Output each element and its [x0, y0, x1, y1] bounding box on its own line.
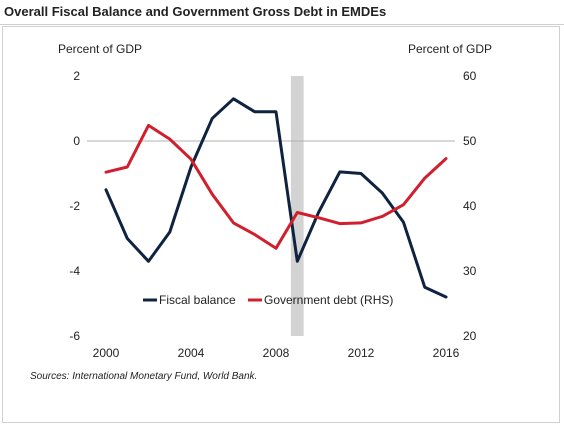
- y-tick-right: 60: [463, 69, 477, 83]
- legend: Fiscal balance Government debt (RHS): [143, 293, 393, 307]
- source-note: Sources: International Monetary Fund, Wo…: [30, 371, 258, 382]
- x-tick: 2004: [178, 346, 205, 360]
- title-divider: [0, 24, 564, 25]
- y-ticks-right: 60 50 40 30 20: [463, 69, 477, 343]
- x-tick: 2016: [433, 346, 460, 360]
- x-ticks: 2000 2004 2008 2012 2016: [93, 346, 460, 360]
- x-tick: 2000: [93, 346, 120, 360]
- series-line: [104, 97, 448, 299]
- y-tick-left: 2: [73, 69, 80, 83]
- y-tick-right: 50: [463, 134, 477, 148]
- y-axis-label-left: Percent of GDP: [58, 42, 142, 56]
- y-tick-right: 20: [463, 329, 477, 343]
- y-tick-left: -4: [69, 264, 80, 278]
- y-tick-left: 0: [73, 134, 80, 148]
- x-tick: 2012: [348, 346, 375, 360]
- chart-title: Overall Fiscal Balance and Government Gr…: [4, 4, 387, 19]
- y-ticks-left: 2 0 -2 -4 -6: [69, 69, 80, 343]
- series-line: [104, 123, 448, 250]
- y-tick-left: -6: [69, 329, 80, 343]
- chart-frame: [2, 26, 560, 423]
- legend-label: Government debt (RHS): [264, 293, 393, 307]
- series-layer: [104, 97, 448, 299]
- legend-label: Fiscal balance: [159, 293, 236, 307]
- y-tick-right: 30: [463, 264, 477, 278]
- y-tick-right: 40: [463, 199, 477, 213]
- y-tick-left: -2: [69, 199, 80, 213]
- y-axis-label-right: Percent of GDP: [408, 42, 492, 56]
- x-tick: 2008: [263, 346, 290, 360]
